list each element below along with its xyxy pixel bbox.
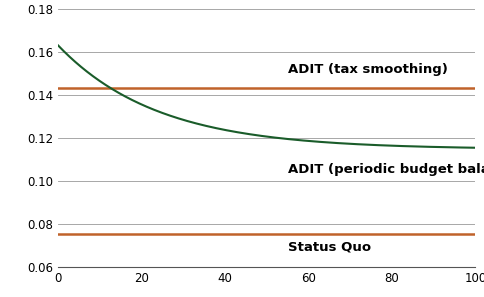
Text: ADIT (periodic budget balance): ADIT (periodic budget balance) [287, 163, 484, 176]
Text: ADIT (tax smoothing): ADIT (tax smoothing) [287, 63, 447, 76]
Text: Status Quo: Status Quo [287, 240, 370, 253]
